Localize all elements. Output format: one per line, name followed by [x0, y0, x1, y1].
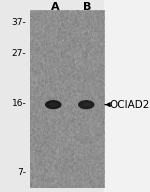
Bar [104, 0, 150, 192]
Text: OCIAD2: OCIAD2 [110, 100, 150, 110]
Text: 16-: 16- [12, 99, 26, 108]
Text: 27-: 27- [12, 49, 26, 58]
Ellipse shape [78, 100, 94, 109]
Text: 7-: 7- [17, 168, 26, 177]
Ellipse shape [49, 103, 58, 107]
Text: B: B [83, 2, 91, 12]
Bar [30, 11, 104, 188]
Ellipse shape [82, 103, 91, 107]
Text: A: A [51, 2, 60, 12]
Ellipse shape [45, 100, 62, 109]
Text: 37-: 37- [12, 18, 26, 26]
